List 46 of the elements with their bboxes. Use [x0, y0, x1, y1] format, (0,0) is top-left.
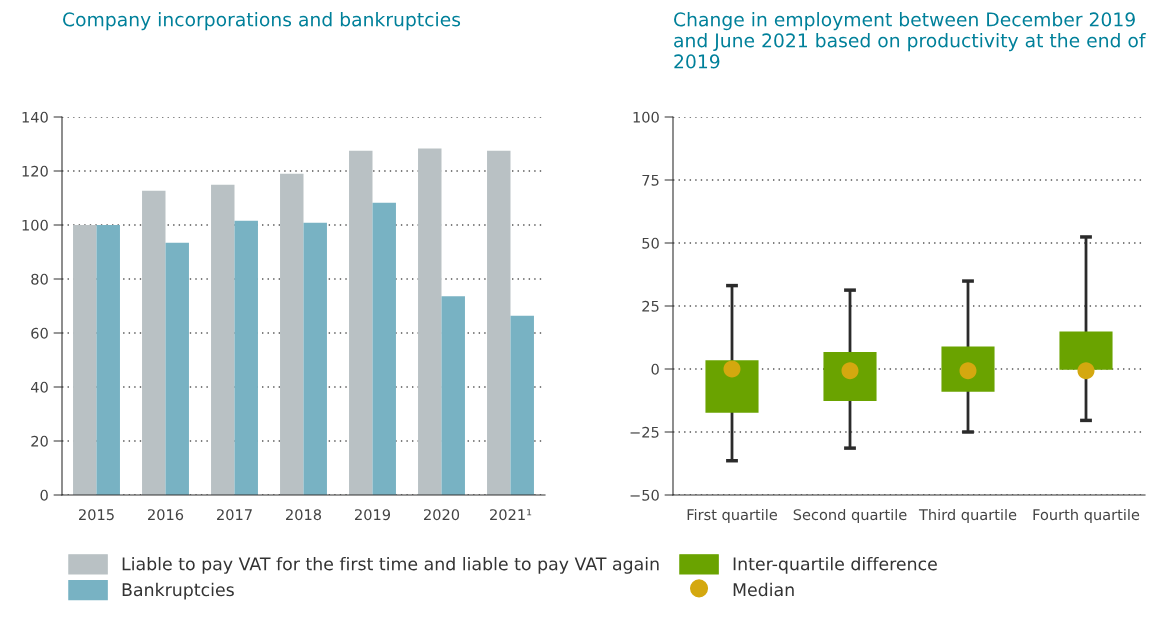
bar: [418, 148, 442, 495]
legend-label: Bankruptcies: [122, 582, 234, 600]
x-tick-label: 2015: [79, 509, 114, 521]
y-tick-label: 120: [22, 165, 48, 177]
bar: [372, 202, 396, 495]
y-tick-label: 80: [31, 273, 48, 285]
legend-label: Inter-quartile difference: [733, 556, 937, 574]
bar: [73, 225, 97, 495]
y-tick-label: 25: [642, 300, 659, 312]
y-tick-label: −50: [630, 489, 659, 501]
bar: [441, 296, 465, 495]
y-tick-label: 75: [642, 174, 659, 186]
chart-title: Company incorporations and bankruptcies: [63, 12, 461, 31]
y-tick-label: 60: [31, 327, 48, 339]
bar: [234, 220, 258, 495]
y-tick-label: 0: [651, 363, 659, 375]
bar: [211, 184, 235, 495]
x-tick-label: Second quartile: [793, 508, 907, 523]
y-tick-label: 20: [31, 435, 48, 447]
bar: [303, 222, 327, 495]
bar: [487, 150, 511, 495]
bar: [142, 190, 166, 495]
y-tick-label: 100: [633, 111, 659, 123]
bar: [165, 242, 189, 495]
x-tick-label: Fourth quartile: [1033, 508, 1140, 523]
legend-label: Median: [733, 582, 794, 597]
x-tick-label: 2017: [217, 509, 252, 521]
x-tick-label: 2021¹: [490, 509, 532, 521]
y-tick-label: 50: [642, 237, 659, 249]
bar: [510, 315, 534, 495]
bar: [280, 173, 304, 495]
y-tick-label: 100: [22, 219, 48, 231]
x-tick-label: 2020: [424, 509, 460, 521]
x-tick-label: First quartile: [687, 508, 777, 523]
x-tick-label: 2016: [148, 509, 184, 521]
x-tick-label: Third quartile: [918, 508, 1017, 523]
legend-label: Liable to pay VAT for the first time and liable to pay VAT again: [122, 556, 659, 574]
bar: [349, 150, 373, 495]
y-tick-label: 0: [40, 489, 48, 501]
bar: [96, 225, 120, 495]
x-tick-label: 2018: [286, 509, 322, 521]
y-tick-label: −25: [630, 426, 659, 438]
y-tick-label: 40: [30, 381, 48, 393]
x-tick-label: 2019: [355, 509, 391, 521]
chart-title: Change in employment between December 2019 and June 2021 based on productivity at the end of 2019: [674, 12, 1146, 69]
y-tick-label: 140: [22, 111, 48, 123]
